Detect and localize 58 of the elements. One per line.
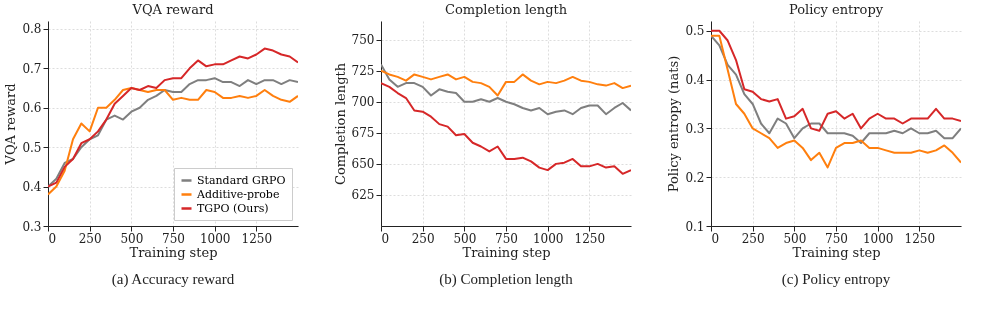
y-tick-label: 0.4 — [685, 73, 705, 88]
y-tick-label: 625 — [351, 188, 375, 203]
x-axis-title: Training step — [792, 244, 881, 260]
line-series — [711, 34, 961, 169]
y-axis-title: Policy entropy (nats) — [666, 55, 682, 193]
text: (a) Accuracy reward — [111, 271, 235, 288]
y-tick-label: 750 — [351, 33, 375, 48]
y-tick-label: 0.8 — [22, 22, 42, 37]
x-tick-label: 0 — [381, 231, 390, 246]
y-tick-label: 0.6 — [22, 101, 42, 116]
chart-title: Policy entropy — [788, 2, 884, 17]
line-series — [381, 69, 631, 97]
x-tick-label: 750 — [495, 231, 518, 246]
x-tick-label: 250 — [741, 231, 765, 246]
x-tick-label: 1250 — [241, 231, 273, 246]
x-axis-title: Training step — [129, 244, 218, 260]
y-tick-label: 0.4 — [22, 180, 42, 195]
text: (c) Policy entropy — [781, 271, 891, 288]
line-series — [711, 29, 961, 132]
x-tick-label: 250 — [78, 231, 102, 246]
line-series — [381, 63, 631, 116]
x-tick-label: 1250 — [904, 231, 936, 246]
x-tick-label: 500 — [783, 231, 807, 246]
chart-title: Completion length — [444, 2, 568, 17]
x-tick-label: 1250 — [574, 231, 606, 246]
x-tick-label: 250 — [411, 231, 435, 246]
x-tick-label: 0 — [711, 231, 720, 246]
y-tick-label: 0.5 — [22, 140, 42, 155]
y-tick-label: 0.5 — [685, 24, 705, 39]
x-tick-label: 750 — [162, 231, 185, 246]
y-tick-label: 0.2 — [685, 170, 705, 185]
y-tick-label: 650 — [351, 157, 375, 172]
y-axis-title: VQA reward — [3, 83, 19, 166]
x-tick-label: 500 — [120, 231, 144, 246]
y-tick-label: 725 — [351, 64, 375, 79]
line-series — [48, 47, 298, 188]
x-axis-title: Training step — [462, 244, 551, 260]
text: (b) Completion length — [439, 271, 574, 288]
x-tick-label: 1000 — [199, 231, 231, 246]
y-tick-label: 0.7 — [22, 61, 42, 76]
y-tick-label: 675 — [351, 126, 375, 141]
x-tick-label: 750 — [825, 231, 848, 246]
legend-label: Standard GRPO — [197, 173, 286, 187]
line-series — [48, 77, 298, 188]
x-tick-label: 500 — [453, 231, 477, 246]
line-series — [711, 34, 961, 145]
y-axis-title: Completion length — [332, 62, 348, 186]
line-series — [381, 82, 631, 175]
legend-label: Additive-probe — [196, 187, 280, 201]
y-tick-label: 0.3 — [685, 121, 705, 136]
x-tick-label: 1000 — [862, 231, 894, 246]
x-tick-label: 0 — [48, 231, 57, 246]
chart-title: VQA reward — [131, 2, 214, 17]
y-tick-label: 0.3 — [22, 219, 42, 234]
x-tick-label: 1000 — [532, 231, 564, 246]
y-tick-label: 700 — [351, 95, 375, 110]
y-tick-label: 0.1 — [685, 219, 705, 234]
legend-label: TGPO (Ours) — [197, 201, 269, 215]
